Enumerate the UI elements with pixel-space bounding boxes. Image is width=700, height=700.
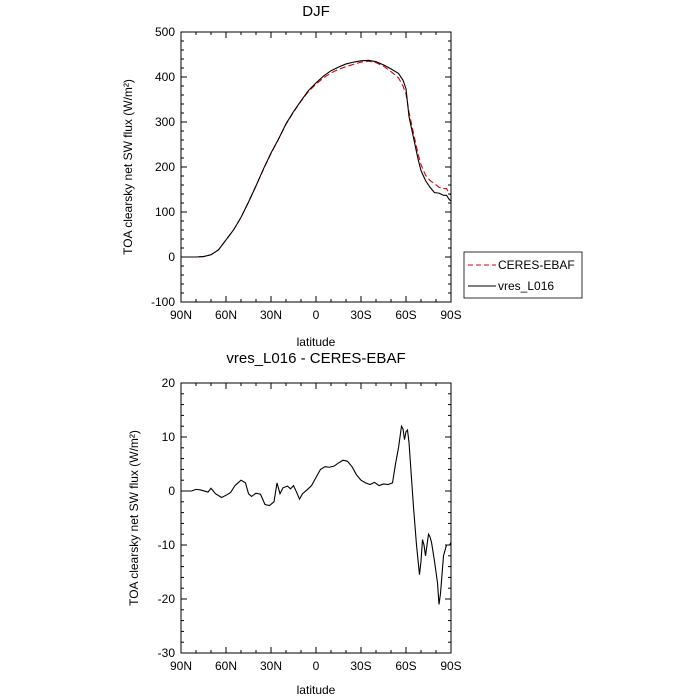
- bottom-panel-frame: [180, 382, 452, 654]
- x-tick-label: 90S: [440, 659, 461, 673]
- top-panel: DJF latitude TOA clearsky net SW flux (W…: [121, 3, 583, 349]
- y-tick-label: -100: [151, 295, 175, 309]
- series-line-ceres-ebaf: [181, 60, 452, 258]
- legend-box: [463, 251, 583, 299]
- x-tick-label: 90N: [170, 659, 192, 673]
- y-tick-label: -10: [158, 538, 176, 552]
- y-tick-label: 300: [155, 115, 175, 129]
- x-tick-label: 30S: [350, 308, 371, 322]
- top-panel-frame: [180, 31, 452, 303]
- y-tick-label: 400: [155, 70, 175, 84]
- y-tick-label: 500: [155, 25, 175, 39]
- x-tick-label: 90S: [440, 308, 461, 322]
- legend-label-ceres: CERES-EBAF: [498, 258, 575, 272]
- y-tick-label: -20: [158, 592, 176, 606]
- y-tick-label: 200: [155, 160, 175, 174]
- bottom-panel: vres_L016 - CERES-EBAF latitude TOA clea…: [127, 350, 462, 697]
- y-tick-label: 0: [168, 250, 175, 264]
- bottom-panel-title: vres_L016 - CERES-EBAF: [226, 350, 405, 367]
- y-tick-label: 100: [155, 205, 175, 219]
- x-tick-label: 0: [313, 659, 320, 673]
- x-tick-label: 30N: [260, 659, 282, 673]
- x-tick-label: 60N: [215, 659, 237, 673]
- top-panel-ylabel: TOA clearsky net SW flux (W/m²): [121, 79, 135, 255]
- legend: CERES-EBAF vres_L016: [463, 251, 583, 299]
- x-tick-label: 30S: [350, 659, 371, 673]
- bottom-panel-ylabel: TOA clearsky net SW flux (W/m²): [127, 430, 141, 606]
- legend-label-vres: vres_L016: [498, 279, 554, 293]
- top-panel-xlabel: latitude: [297, 335, 336, 349]
- x-tick-label: 60S: [395, 308, 416, 322]
- y-tick-label: 10: [162, 430, 176, 444]
- x-tick-label: 60N: [215, 308, 237, 322]
- bottom-panel-xlabel: latitude: [297, 683, 336, 697]
- top-panel-title: DJF: [302, 3, 330, 20]
- y-tick-label: -30: [158, 646, 176, 660]
- x-tick-label: 90N: [170, 308, 192, 322]
- x-tick-label: 0: [313, 308, 320, 322]
- y-tick-label: 0: [168, 484, 175, 498]
- x-tick-label: 30N: [260, 308, 282, 322]
- x-tick-label: 60S: [395, 659, 416, 673]
- y-tick-label: 20: [162, 376, 176, 390]
- series-line-vres-l016: [181, 59, 452, 258]
- series-line-difference: [181, 424, 452, 605]
